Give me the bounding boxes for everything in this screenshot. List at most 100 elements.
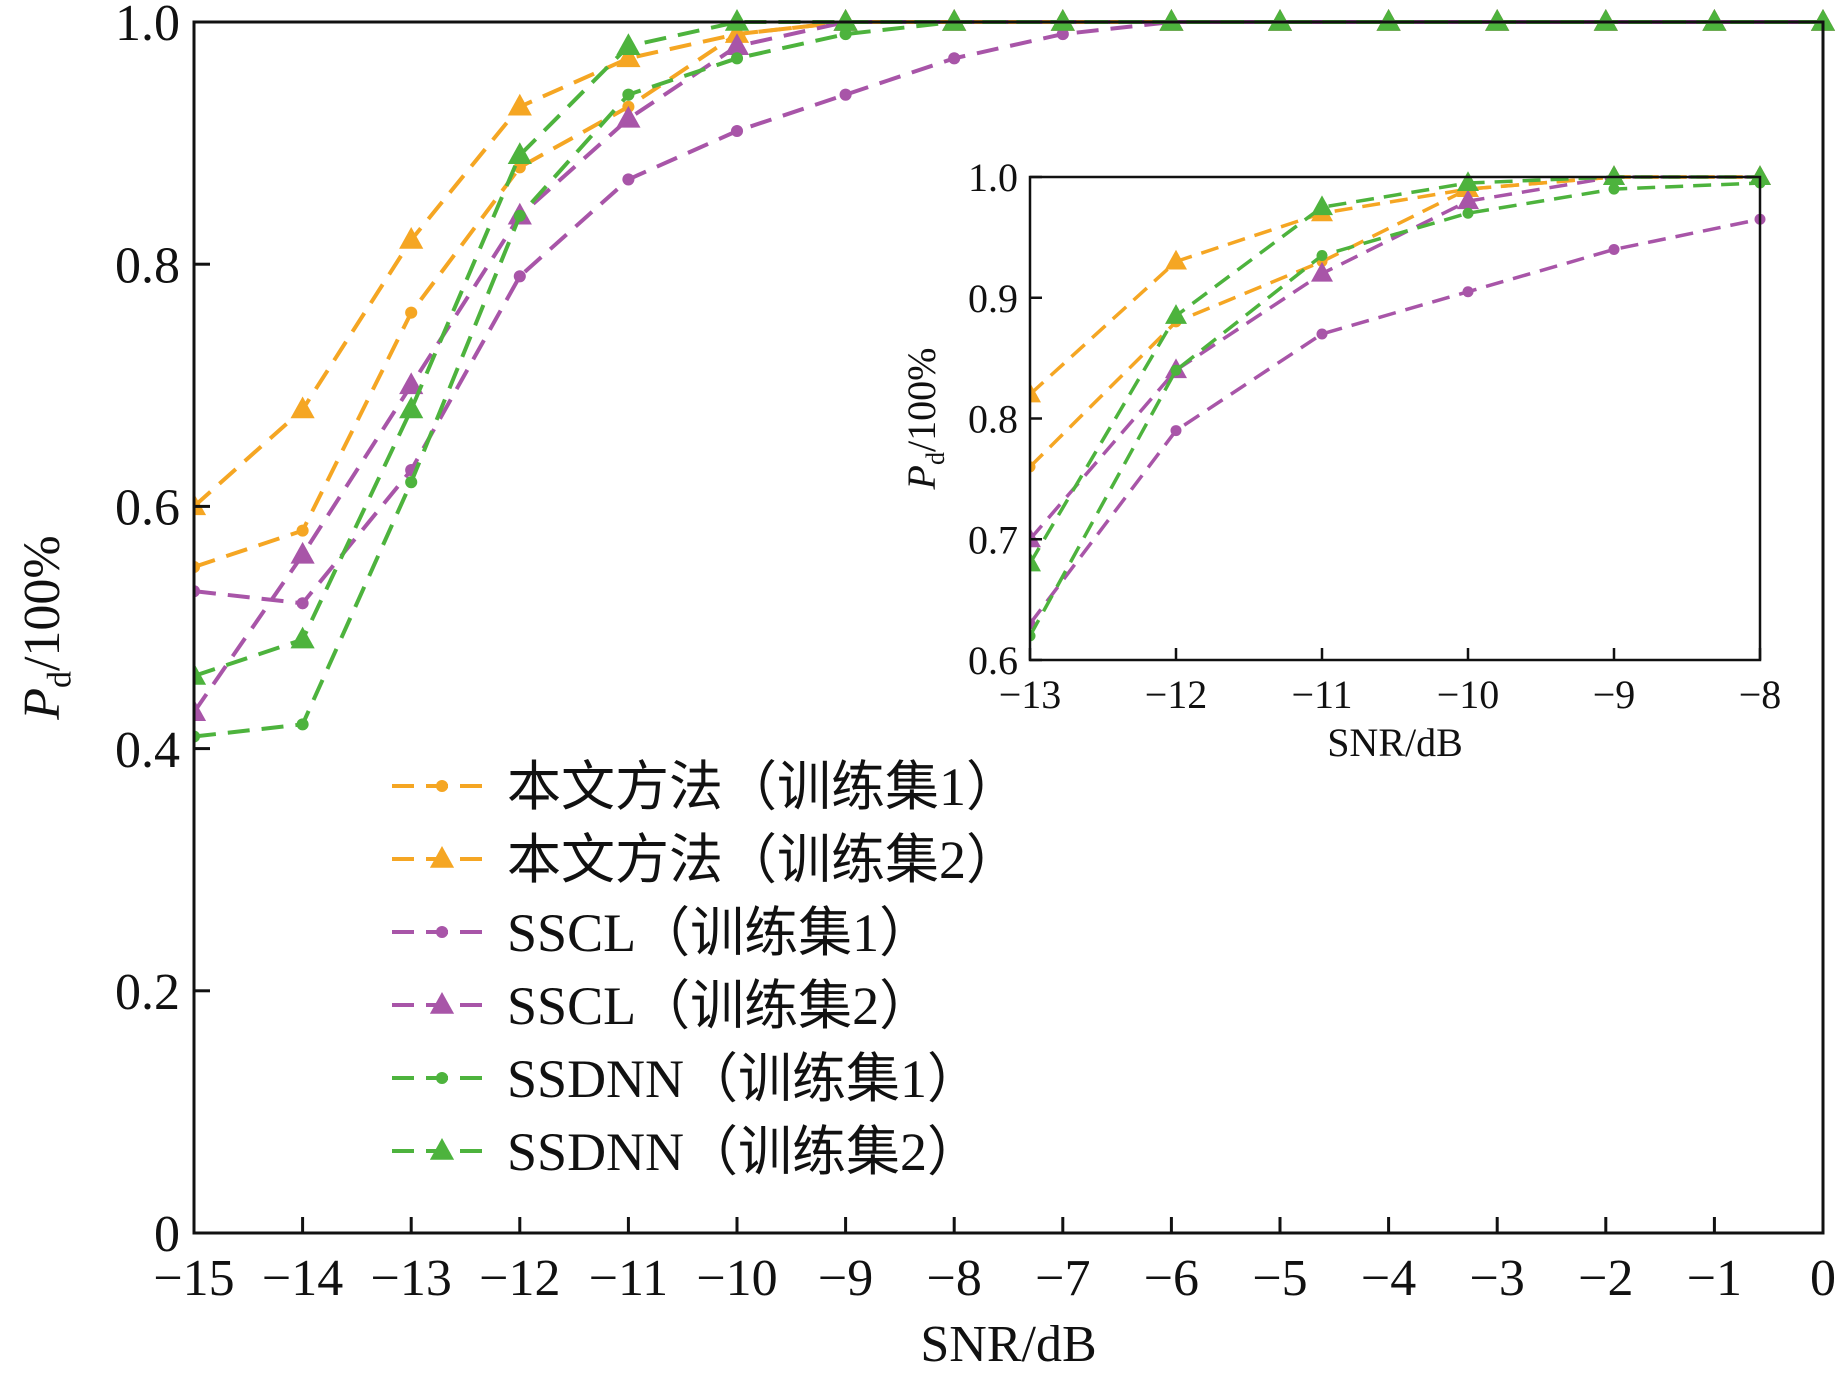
main-series-3-point-4: [513, 270, 526, 283]
main-x-tick-label-9: −7: [1035, 1250, 1090, 1307]
inset-x-tick-label-2: −12: [1145, 672, 1208, 717]
main-series-6-point-13: [1485, 9, 1510, 31]
main-series-6-point-7: [833, 9, 858, 31]
inset-series-2-point-2: [1165, 249, 1187, 270]
main-series-1-point-4: [513, 161, 526, 174]
inset-series-4-point-3: [1311, 261, 1333, 282]
inset-series-5-point-3: [1316, 249, 1328, 261]
legend-marker-6: [429, 1138, 455, 1160]
main-series-6-line: [194, 20, 1823, 678]
main-y-axis-title: Pd/100%: [14, 535, 78, 720]
main-series-2-point-3: [399, 227, 424, 249]
main-x-tick-label-7: −9: [818, 1250, 873, 1307]
main-y-tick-label-3: 0.4: [115, 722, 180, 779]
main-y-tick-label-5: 0.8: [115, 237, 180, 294]
main-y-tick-label-6: 1.0: [115, 0, 180, 52]
main-series-3-line: [194, 20, 1823, 606]
inset-series-3-line: [1030, 217, 1761, 625]
main-x-tick-label-1: −15: [153, 1250, 234, 1307]
main-series-3-point-6: [730, 124, 744, 138]
inset-series-4-point-4: [1457, 189, 1479, 210]
main-y-tick-label-1: 0: [154, 1206, 180, 1263]
inset-series-6-point-2: [1165, 304, 1187, 324]
inset-series-1-line: [1030, 175, 1760, 469]
main-x-tick-label-11: −5: [1252, 1250, 1307, 1307]
main-series-2-point-4: [507, 93, 532, 116]
inset-series-6-point-6: [1749, 165, 1771, 185]
main-x-tick-label-4: −12: [479, 1250, 560, 1307]
main-series-2-point-5: [616, 45, 641, 68]
main-series-6-point-3: [399, 396, 424, 419]
main-x-tick-label-16: 0: [1810, 1250, 1836, 1307]
inset-y-tick-label-1: 0.6: [968, 638, 1018, 683]
main-x-tick-label-2: −14: [262, 1250, 343, 1307]
inset-series-3-point-4: [1462, 286, 1474, 298]
inset-y-axis-title: Pd/100%: [899, 348, 950, 491]
legend-marker-3: [435, 925, 449, 939]
main-x-tick-label-10: −6: [1144, 1250, 1199, 1307]
main-plot: −15 −14 −13 −12 −11 −10 −9 −8 −7 −6 −5 −4 −3 −2 −1 000.…: [14, 0, 1836, 1373]
main-series-group: [194, 9, 1836, 743]
main-series-6-point-15: [1702, 9, 1727, 31]
main-series-4-point-2: [290, 541, 315, 564]
legend-label-2: 本文方法（训练集2）: [507, 830, 1020, 890]
main-series-6-point-4: [507, 142, 532, 164]
main-series-6-point-11: [1267, 9, 1293, 31]
legend-label-3: SSCL（训练集1）: [507, 903, 933, 963]
legend-marker-5: [435, 1071, 449, 1085]
main-series-5-point-3: [405, 476, 418, 489]
inset-x-tick-label-4: −10: [1437, 672, 1500, 717]
main-series-5-line: [194, 20, 1823, 739]
inset-series-3-point-5: [1608, 243, 1620, 255]
legend-marker-1: [435, 779, 449, 793]
main-series-6-point-2: [290, 626, 315, 649]
main-series-3-point-1: [194, 585, 201, 598]
main-series-3-point-8: [948, 52, 961, 65]
main-series-6-point-10: [1159, 9, 1184, 31]
main-x-tick-label-15: −1: [1687, 1250, 1742, 1307]
main-series-5-point-6: [730, 52, 744, 65]
main-series-3-point-5: [622, 173, 635, 186]
main-x-tick-label-13: −3: [1470, 1250, 1525, 1307]
inset-frame: [1028, 175, 1762, 662]
inset-series-6-point-5: [1603, 165, 1625, 185]
main-series-5-point-4: [513, 209, 526, 222]
inset-series-group: [1030, 165, 1771, 642]
main-series-3-point-2: [296, 597, 309, 610]
inset-series-3-point-2: [1170, 425, 1182, 437]
main-series-6-point-1: [194, 662, 207, 685]
inset-x-tick-label-5: −9: [1593, 672, 1636, 717]
main-series-6-point-9: [1050, 9, 1075, 31]
main-series-4-point-5: [616, 105, 641, 128]
main-x-tick-label-3: −13: [371, 1250, 452, 1307]
inset-series-2-point-1: [1030, 382, 1041, 403]
inset-y-tick-label-3: 0.8: [968, 397, 1018, 442]
main-series-5-point-5: [622, 88, 635, 101]
main-x-tick-label-6: −10: [696, 1250, 777, 1307]
main-x-axis-title: SNR/dB: [920, 1316, 1096, 1373]
main-series-2-point-1: [194, 493, 207, 516]
main-series-3-point-9: [1056, 28, 1069, 41]
main-series-6-point-14: [1593, 9, 1618, 31]
inset-series-6-point-1: [1030, 551, 1041, 572]
inset-series-5-line: [1030, 181, 1761, 637]
inset-x-tick-label-6: −8: [1739, 672, 1782, 717]
inset-series-6-point-3: [1311, 195, 1333, 216]
main-series-6-point-8: [942, 9, 967, 31]
main-series-1-point-2: [296, 524, 309, 537]
main-series-1-point-3: [405, 306, 418, 319]
main-series-6-point-12: [1376, 9, 1401, 31]
main-x-tick-label-12: −4: [1361, 1250, 1416, 1307]
inset-y-tick-label-2: 0.7: [968, 517, 1018, 562]
main-series-5-point-2: [296, 718, 309, 731]
legend-label-5: SSDNN（训练集1）: [507, 1049, 981, 1109]
main-series-4-line: [194, 20, 1823, 714]
main-series-6-point-16: [1810, 9, 1836, 31]
inset-series-5-point-1: [1030, 630, 1036, 642]
main-series-4-point-6: [724, 33, 750, 55]
main-series-6-point-5: [616, 33, 641, 55]
main-series-4-point-3: [399, 372, 424, 395]
inset-series-5-point-4: [1462, 207, 1474, 219]
main-x-tick-label-5: −11: [589, 1250, 668, 1307]
